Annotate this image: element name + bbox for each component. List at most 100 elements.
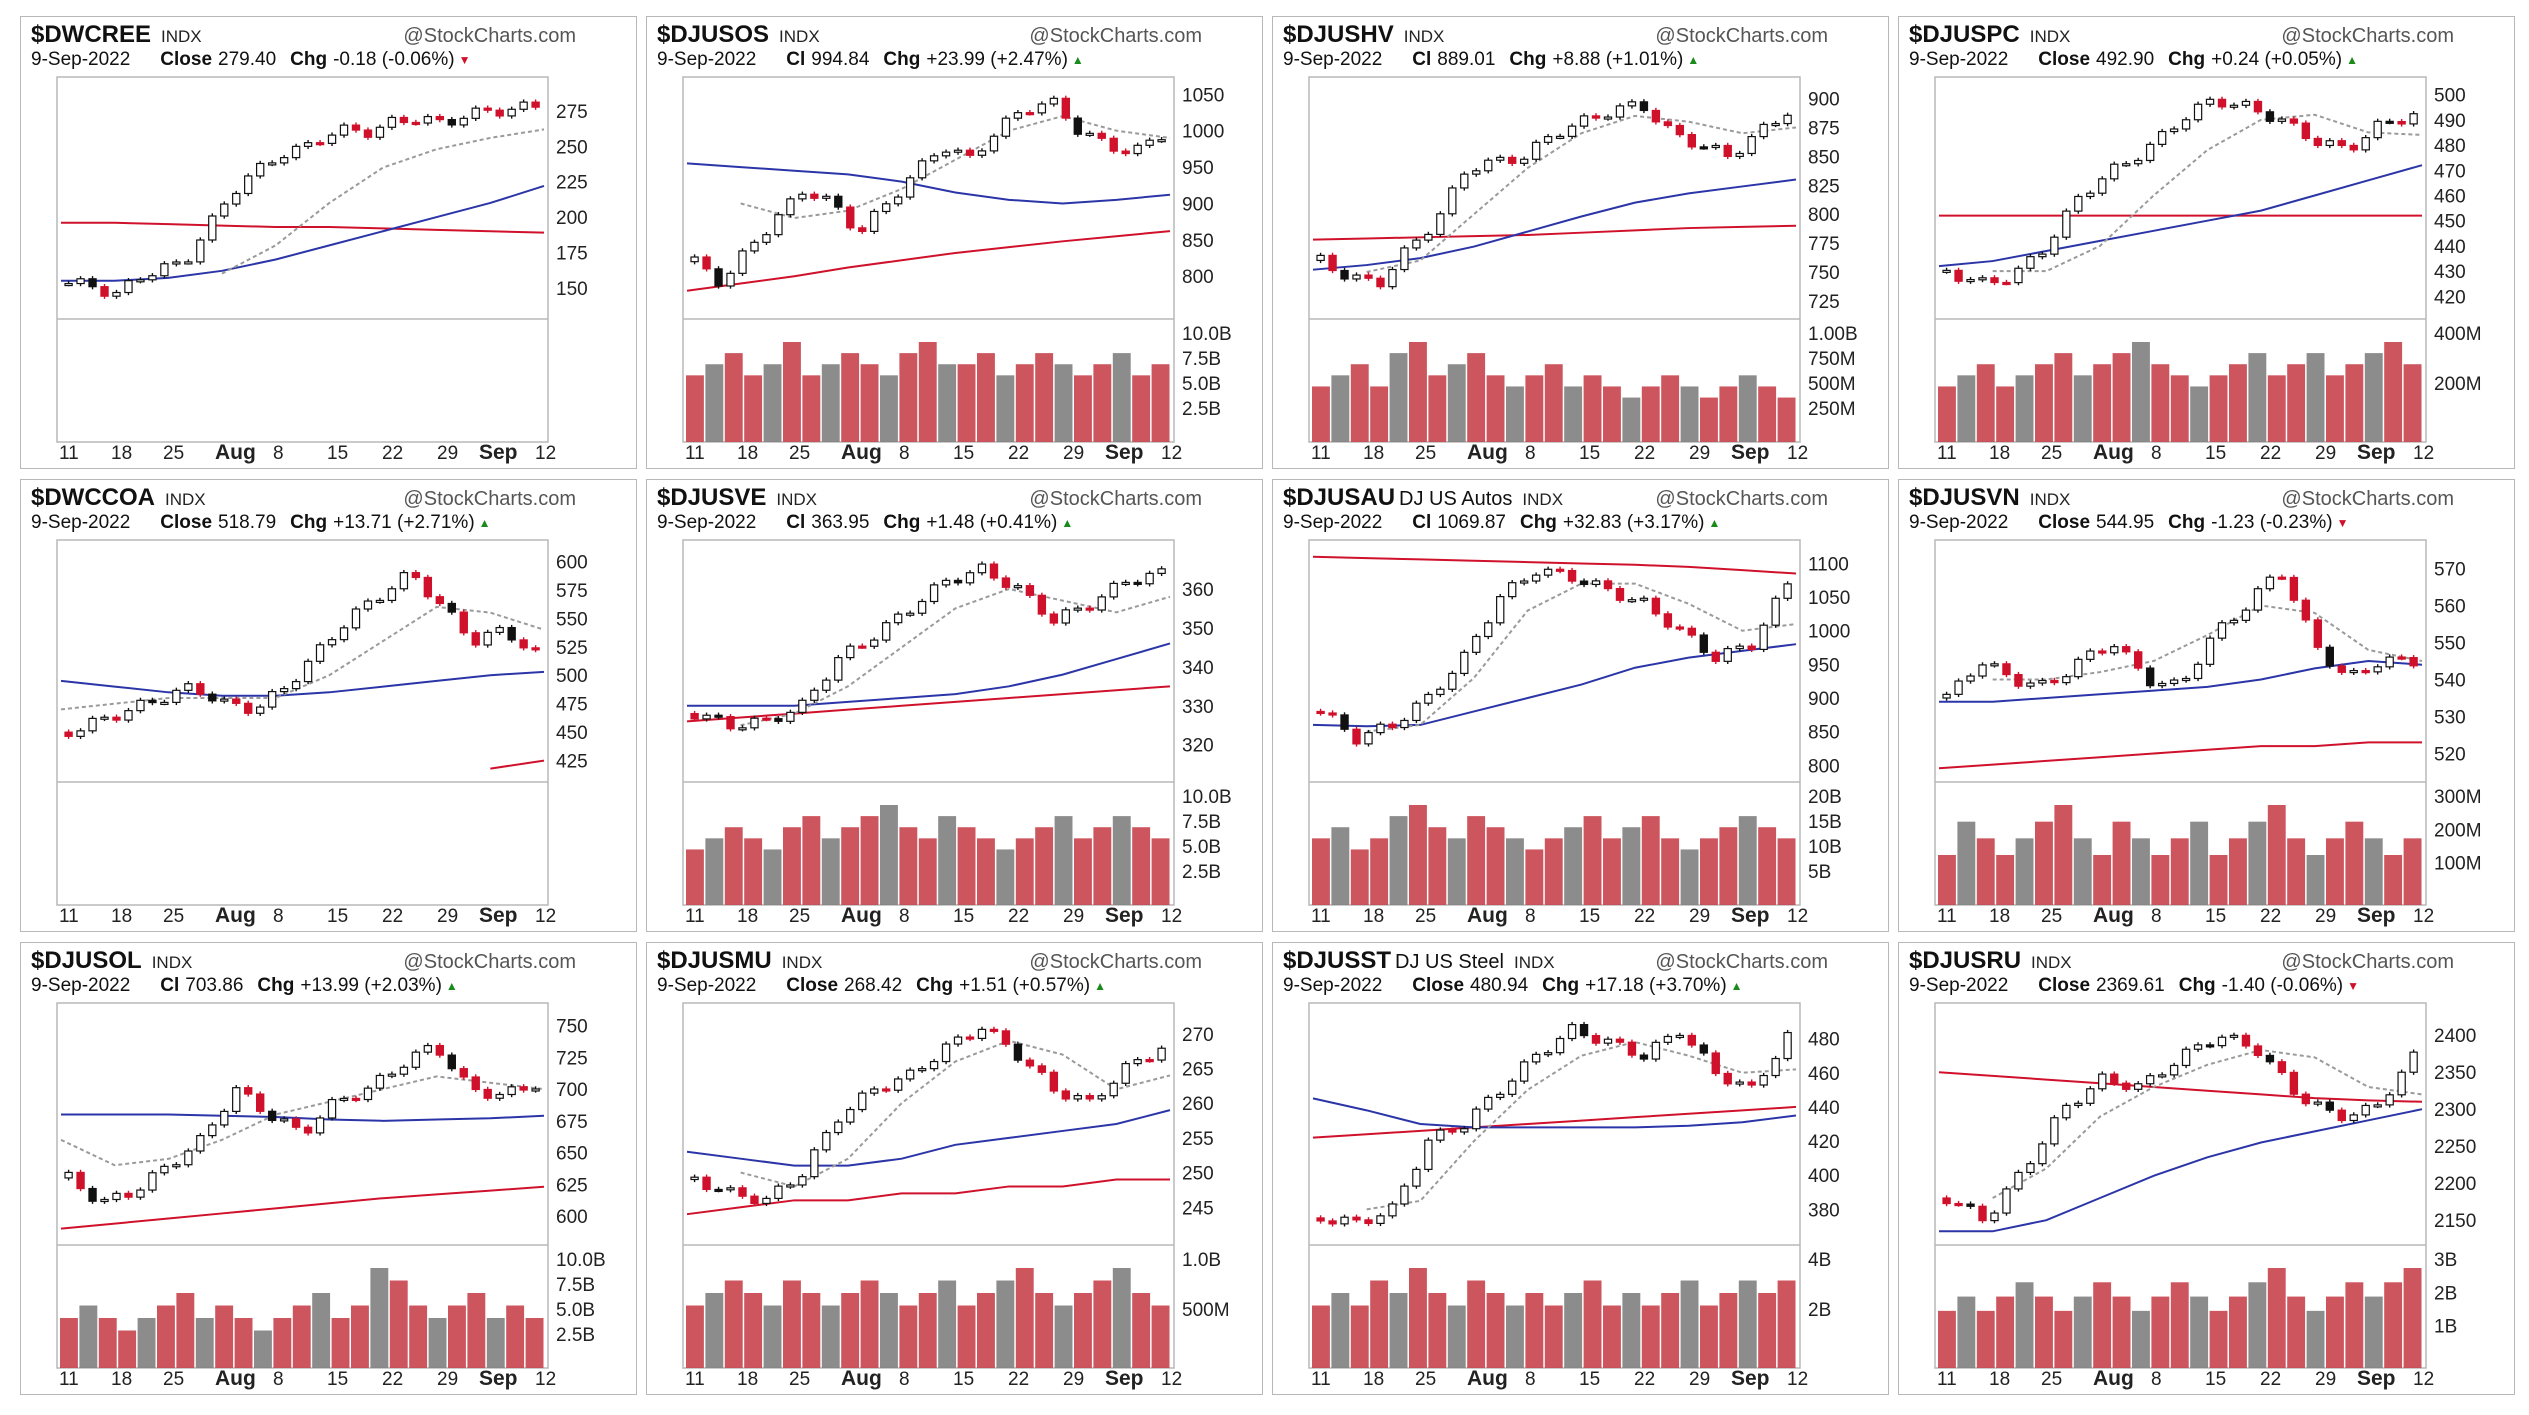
plot-frame xyxy=(56,76,549,443)
candle xyxy=(1049,611,1059,626)
volume-bar xyxy=(2054,353,2073,442)
candle xyxy=(124,707,133,723)
candle xyxy=(1133,142,1142,157)
x-tick-label: 25 xyxy=(2041,443,2062,464)
volume-bar xyxy=(1976,364,1995,442)
volume-bar xyxy=(977,1293,995,1368)
candle xyxy=(507,624,516,643)
up-arrow-icon: ▲ xyxy=(1061,515,1074,530)
candle xyxy=(315,139,325,147)
candle xyxy=(1340,712,1349,732)
x-tick-label: 11 xyxy=(59,443,79,464)
candle xyxy=(172,259,181,267)
candle xyxy=(929,153,939,164)
candle xyxy=(2229,1032,2239,1040)
candle xyxy=(1388,721,1397,731)
volume-tick-label: 2.5B xyxy=(1182,862,1221,883)
chart-panel-dwccoa[interactable]: 600 575 550 525 500 475 450 425 11 18 25 Aug 8 15 22 29… xyxy=(20,479,637,932)
candle xyxy=(2050,1115,2059,1147)
volume-bar xyxy=(1015,364,1034,442)
volume-bar xyxy=(1151,838,1170,905)
chg-label: Chg xyxy=(257,975,295,996)
volume-bar xyxy=(2132,1310,2150,1368)
candle xyxy=(112,714,121,723)
up-arrow-icon: ▲ xyxy=(445,978,458,993)
volume-bar xyxy=(783,827,801,905)
chart-panel-djusru[interactable]: 2400 2350 2300 2250 2200 2150 3B 2B 1B 11 18 25 Aug 8… xyxy=(1898,942,2515,1395)
chart-panel-djusve[interactable]: 360 350 340 330 320 10.0B 7.5B 5.0B 2.5B 11 18 25 Au… xyxy=(646,479,1263,932)
volume-bar xyxy=(977,838,995,905)
volume-bar xyxy=(2248,821,2267,905)
candle xyxy=(279,685,289,695)
x-tick-label: 22 xyxy=(1008,906,1029,927)
x-tick-label: 18 xyxy=(111,906,132,927)
chart-panel-djusol[interactable]: 750 725 700 675 650 625 600 10.0B 7.5B 5.0B 2.5B 11… xyxy=(20,942,637,1395)
source-label: @StockCharts.com xyxy=(1655,25,1828,47)
price-tick-label: 675 xyxy=(556,1112,588,1133)
chg-value: -1.23 (-0.23%) xyxy=(2211,512,2333,533)
chart-panel-djusau[interactable]: 1100 1050 1000 950 900 850 800 20B 15B 10B 5B 11 18 2… xyxy=(1272,479,1889,932)
candle xyxy=(977,148,987,158)
candle xyxy=(1699,1042,1708,1056)
x-tick-label: Aug xyxy=(1467,904,1508,927)
price-tick-label: 320 xyxy=(1182,736,1214,757)
x-tick-label: 29 xyxy=(437,443,458,464)
x-tick-label: Aug xyxy=(2093,441,2134,464)
x-tick-label: 29 xyxy=(1689,906,1710,927)
candle xyxy=(1759,121,1768,140)
candle xyxy=(1639,1052,1649,1062)
volume-bar xyxy=(1603,1305,1621,1368)
exchange-label: INDX xyxy=(781,953,823,972)
x-tick-label: 22 xyxy=(2260,906,2281,927)
volume-bar xyxy=(2229,838,2247,905)
candle xyxy=(1436,1127,1445,1143)
volume-bar xyxy=(705,1293,724,1368)
chart-panel-djushv[interactable]: 900 875 850 825 800 775 750 725 1.00B 750M 500M 250… xyxy=(1272,16,1889,469)
chart-panel-djuspc[interactable]: 500 490 480 470 460 450 440 430 420 400M 200M 11 18 2… xyxy=(1898,16,2515,469)
x-tick-label: 18 xyxy=(111,1369,132,1390)
volume-bar xyxy=(60,1318,78,1368)
price-tick-label: 480 xyxy=(2434,136,2466,157)
chart-panel-djusst[interactable]: 480 460 440 420 400 380 4B 2B 11 18 25 Aug 8 15 22 29 Se… xyxy=(1272,942,1889,1395)
volume-bar xyxy=(918,342,937,442)
price-tick-label: 450 xyxy=(556,723,588,744)
x-tick-label: 18 xyxy=(1989,906,2010,927)
chart-panel-djusvn[interactable]: 570 560 550 540 530 520 300M 200M 100M 11 18 25 Aug 8… xyxy=(1898,479,2515,932)
price-tick-label: 150 xyxy=(556,279,588,300)
price-tick-label: 530 xyxy=(2434,708,2466,729)
x-tick-label: 11 xyxy=(59,906,79,927)
volume-tick-label: 10B xyxy=(1808,837,1842,858)
chart-panel-dwcree[interactable]: 275 250 225 200 175 150 11 18 25 Aug 8 15 22 29 Sep 12 $… xyxy=(20,16,637,469)
volume-bar xyxy=(1544,838,1563,905)
price-tick-label: 520 xyxy=(2434,745,2466,766)
candle xyxy=(2205,635,2215,667)
candle xyxy=(375,1072,385,1091)
volume-bar xyxy=(98,1318,117,1368)
volume-bar xyxy=(1525,1293,1544,1368)
chart-symbol: $DJUSOS INDX xyxy=(657,21,820,49)
volume-bar xyxy=(1777,397,1796,442)
volume-bar xyxy=(724,827,743,905)
volume-bar xyxy=(1447,1305,1466,1368)
price-volume-chart: 500 490 480 470 460 450 440 430 420 400M 200M 11 18 2… xyxy=(1934,76,2482,464)
volume-bar xyxy=(1467,816,1486,905)
volume-bar xyxy=(2364,838,2383,905)
ma-mid-line xyxy=(1312,1097,1797,1129)
candle xyxy=(1460,171,1469,191)
volume-bar xyxy=(1680,386,1699,442)
candle xyxy=(1013,582,1023,590)
price-tick-label: 725 xyxy=(1808,292,1840,313)
candle xyxy=(1954,267,1963,284)
source-label: @StockCharts.com xyxy=(403,25,576,47)
candle xyxy=(1073,1092,1082,1102)
candle xyxy=(917,158,927,181)
candle xyxy=(423,1042,433,1055)
volume-tick-label: 7.5B xyxy=(1182,812,1221,833)
chg-value: +32.83 (+3.17%) xyxy=(1562,512,1705,533)
chart-panel-djusos[interactable]: 1050 1000 950 900 850 800 10.0B 7.5B 5.0B 2.5B 11 1… xyxy=(646,16,1263,469)
chart-panel-djusmu[interactable]: 270 265 260 255 250 245 1.0B 500M 11 18 25 Aug 8 15 22… xyxy=(646,942,1263,1395)
chart-symbol: $DJUSST DJ US Steel INDX xyxy=(1283,947,1555,975)
candle xyxy=(471,105,480,122)
candle xyxy=(196,1132,205,1154)
ma-long-line xyxy=(1312,224,1797,241)
